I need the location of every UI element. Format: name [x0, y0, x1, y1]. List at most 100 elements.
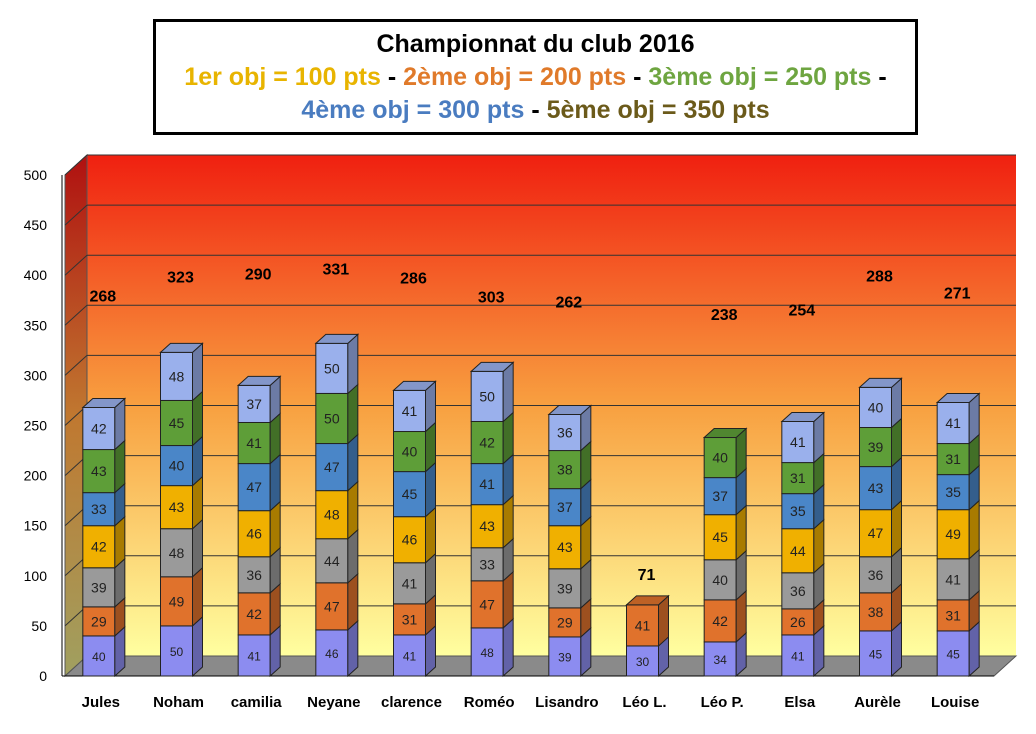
bar-value-label: 41 [403, 649, 417, 663]
gridline-side [64, 304, 88, 326]
bar-value-label: 41 [791, 649, 805, 663]
subtitle-segment: - [380, 63, 404, 91]
subtitle-segment: - [524, 96, 547, 124]
bar-value-label: 40 [169, 458, 185, 474]
bar-value-label: 31 [402, 611, 418, 627]
bar-value-label: 43 [169, 499, 185, 515]
bar-value-label: 42 [712, 613, 728, 629]
bar-value-label: 45 [712, 529, 728, 545]
bar-segment-side [192, 518, 203, 578]
bar-value-label: 49 [169, 593, 185, 609]
y-tick-label: 350 [24, 317, 48, 333]
bar-value-label: 42 [246, 606, 262, 622]
bar-segment [548, 607, 582, 638]
bar-value-label: 43 [868, 480, 884, 496]
gridline-side [64, 204, 88, 226]
bar-segment [237, 384, 271, 423]
bar-top [314, 333, 360, 344]
bar-top [159, 342, 204, 353]
bar-value-label: 41 [790, 434, 806, 450]
chart-subtitle-line-1: 1er obj = 100 pts - 2ème obj = 200 pts -… [156, 61, 915, 94]
gridline-side [64, 154, 88, 176]
bar-segment [237, 592, 271, 636]
bar-value-label: 37 [246, 396, 262, 412]
bar-segment [82, 567, 116, 608]
bar-segment [859, 556, 892, 594]
bar-segment [393, 634, 426, 677]
subtitle-segment: 3ème obj = 250 pts [648, 63, 872, 91]
subtitle-segment: 1er obj = 100 pts [184, 63, 381, 91]
chart-subtitle-line-2: 4ème obj = 300 pts - 5ème obj = 350 pts [156, 94, 915, 127]
bar-value-label: 45 [869, 647, 883, 661]
bar-segment [859, 509, 892, 558]
x-tick-label: camilia [231, 694, 283, 711]
subtitle-segment: - [871, 63, 887, 91]
bar-value-label: 36 [246, 567, 262, 583]
bar-segment [859, 466, 892, 511]
bar-segment-side [968, 499, 980, 560]
bar-value-label: 43 [91, 463, 107, 479]
bar-segment [315, 629, 349, 677]
bar-value-label: 49 [945, 526, 961, 542]
bar-top [625, 595, 670, 606]
bar-segment-side [269, 453, 281, 512]
bar-value-label: 38 [557, 462, 573, 478]
y-tick-label: 200 [24, 468, 48, 484]
bar-value-label: 36 [868, 567, 884, 583]
total-label: 238 [711, 307, 738, 324]
y-tick-label: 0 [39, 668, 47, 684]
bar-segment [82, 606, 116, 637]
total-label: 323 [167, 269, 194, 286]
bar-top [935, 392, 981, 403]
y-tick-label: 150 [24, 518, 48, 534]
bar-value-label: 41 [945, 571, 961, 587]
bar-segment [859, 630, 892, 677]
bar-value-label: 35 [945, 484, 961, 500]
x-tick-label: Jules [82, 694, 120, 711]
bar-segment [936, 599, 970, 632]
bar-value-label: 46 [325, 647, 339, 661]
total-label: 290 [245, 266, 272, 283]
bar-segment-side [192, 615, 203, 678]
bar-segment [470, 580, 504, 629]
bar-value-label: 41 [479, 476, 495, 492]
bar-value-label: 37 [712, 488, 728, 504]
bar-value-label: 44 [324, 553, 340, 569]
bar-value-label: 50 [170, 645, 184, 659]
total-label: 254 [788, 302, 815, 319]
bar-segment [859, 592, 892, 632]
x-tick-label: Lisandro [535, 694, 598, 711]
y-tick-label: 50 [31, 618, 47, 634]
x-tick-label: Aurèle [854, 694, 901, 711]
bar-segment [393, 431, 426, 473]
bar-value-label: 42 [91, 421, 107, 437]
gridline-side [64, 254, 88, 276]
bar-value-label: 39 [558, 650, 572, 664]
bar-segment [548, 488, 582, 527]
bar-value-label: 42 [91, 539, 107, 555]
bar-value-label: 40 [92, 650, 106, 664]
bar-segment-side [192, 342, 203, 402]
bar-segment [237, 556, 271, 594]
bar-value-label: 40 [402, 444, 418, 460]
total-label: 71 [638, 567, 656, 584]
bar-value-label: 35 [790, 503, 806, 519]
bar-segment [936, 558, 970, 601]
x-tick-label: Léo L. [622, 694, 666, 711]
bar-value-label: 43 [479, 518, 495, 534]
bar-top [780, 411, 826, 422]
bar-value-label: 39 [868, 439, 884, 455]
bar-value-label: 42 [479, 435, 495, 451]
bar-segment [82, 525, 116, 569]
bar-value-label: 48 [480, 646, 494, 660]
total-label: 271 [944, 285, 971, 302]
chart-title: Championnat du club 2016 [376, 30, 695, 58]
x-tick-label: Léo P. [701, 694, 744, 711]
bar-top [392, 380, 437, 391]
bar-segment [703, 514, 737, 561]
y-tick-label: 100 [24, 568, 48, 584]
bar-segment-side [347, 333, 359, 395]
bar-value-label: 36 [557, 425, 573, 441]
y-tick-label: 400 [24, 267, 48, 283]
bar-value-label: 31 [945, 451, 961, 467]
